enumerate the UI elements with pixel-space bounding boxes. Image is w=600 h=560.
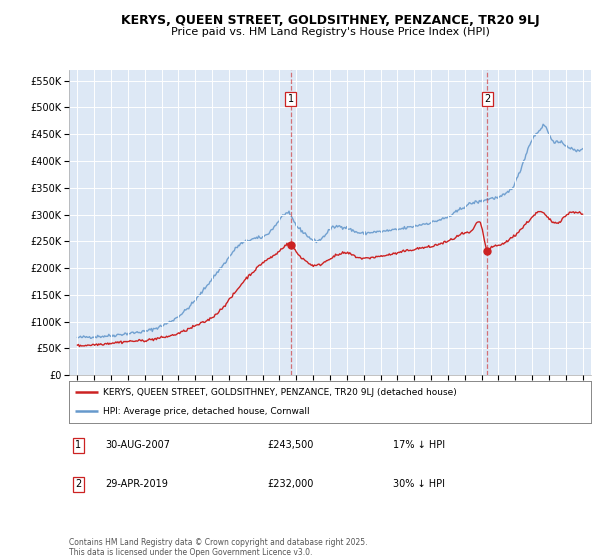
Text: Contains HM Land Registry data © Crown copyright and database right 2025.
This d: Contains HM Land Registry data © Crown c… <box>69 538 367 557</box>
Text: 1: 1 <box>76 440 82 450</box>
Text: £243,500: £243,500 <box>268 440 314 450</box>
Text: 29-APR-2019: 29-APR-2019 <box>106 479 169 489</box>
Text: KERYS, QUEEN STREET, GOLDSITHNEY, PENZANCE, TR20 9LJ: KERYS, QUEEN STREET, GOLDSITHNEY, PENZAN… <box>121 14 539 27</box>
Text: HPI: Average price, detached house, Cornwall: HPI: Average price, detached house, Corn… <box>103 407 310 416</box>
Text: 2: 2 <box>484 94 490 104</box>
Text: KERYS, QUEEN STREET, GOLDSITHNEY, PENZANCE, TR20 9LJ (detached house): KERYS, QUEEN STREET, GOLDSITHNEY, PENZAN… <box>103 388 457 396</box>
Text: 30% ↓ HPI: 30% ↓ HPI <box>392 479 445 489</box>
Text: 17% ↓ HPI: 17% ↓ HPI <box>392 440 445 450</box>
Text: 1: 1 <box>288 94 294 104</box>
Text: Price paid vs. HM Land Registry's House Price Index (HPI): Price paid vs. HM Land Registry's House … <box>170 27 490 37</box>
Text: 30-AUG-2007: 30-AUG-2007 <box>106 440 170 450</box>
Text: £232,000: £232,000 <box>268 479 314 489</box>
Text: 2: 2 <box>75 479 82 489</box>
